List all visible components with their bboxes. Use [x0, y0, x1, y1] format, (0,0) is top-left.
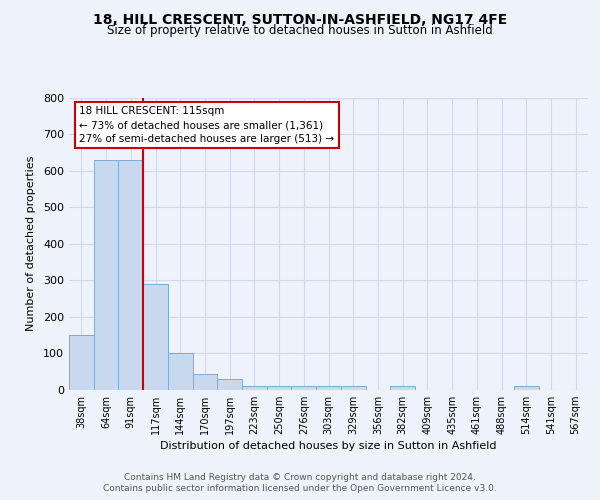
- Bar: [514, 386, 539, 390]
- Text: Contains HM Land Registry data © Crown copyright and database right 2024.: Contains HM Land Registry data © Crown c…: [124, 472, 476, 482]
- Bar: [118, 160, 143, 390]
- Bar: [390, 386, 415, 390]
- Bar: [168, 354, 193, 390]
- Bar: [193, 374, 217, 390]
- Bar: [69, 335, 94, 390]
- Text: Contains public sector information licensed under the Open Government Licence v3: Contains public sector information licen…: [103, 484, 497, 493]
- Bar: [143, 284, 168, 390]
- Bar: [242, 386, 267, 390]
- Bar: [94, 160, 118, 390]
- Bar: [316, 386, 341, 390]
- X-axis label: Distribution of detached houses by size in Sutton in Ashfield: Distribution of detached houses by size …: [160, 441, 497, 451]
- Y-axis label: Number of detached properties: Number of detached properties: [26, 156, 36, 332]
- Text: Size of property relative to detached houses in Sutton in Ashfield: Size of property relative to detached ho…: [107, 24, 493, 37]
- Text: 18, HILL CRESCENT, SUTTON-IN-ASHFIELD, NG17 4FE: 18, HILL CRESCENT, SUTTON-IN-ASHFIELD, N…: [93, 12, 507, 26]
- Text: 18 HILL CRESCENT: 115sqm
← 73% of detached houses are smaller (1,361)
27% of sem: 18 HILL CRESCENT: 115sqm ← 73% of detach…: [79, 106, 335, 144]
- Bar: [341, 386, 365, 390]
- Bar: [217, 379, 242, 390]
- Bar: [292, 386, 316, 390]
- Bar: [267, 386, 292, 390]
